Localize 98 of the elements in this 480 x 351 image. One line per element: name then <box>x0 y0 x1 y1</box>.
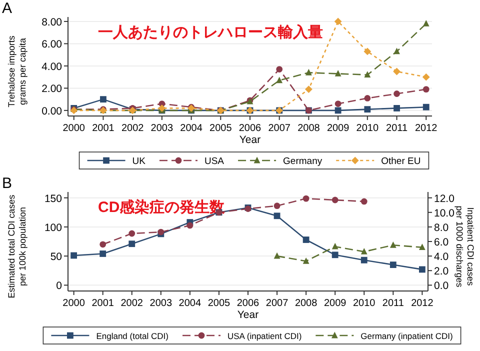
x-tick-label: 2006 <box>236 298 260 309</box>
y2-tick-label: 2.0 <box>434 266 449 278</box>
point <box>276 76 283 84</box>
point <box>100 96 106 103</box>
point <box>334 18 342 26</box>
point <box>418 244 426 250</box>
point <box>274 212 280 220</box>
point <box>186 222 194 229</box>
x-tick-label: 2004 <box>178 298 202 309</box>
point <box>305 86 312 94</box>
point <box>332 252 338 258</box>
point <box>364 106 371 113</box>
point <box>274 202 280 210</box>
point <box>364 71 371 78</box>
y-axis-title: Estimated total CDI cases per 100k population <box>6 194 28 298</box>
point <box>70 252 78 259</box>
x-tick-label: 2000 <box>62 298 86 309</box>
point <box>360 248 368 254</box>
x-axis-title: Year <box>237 309 260 321</box>
legend-label: USA <box>204 156 225 167</box>
y-axis-title: Trehalose imports grams per capita <box>6 35 28 108</box>
point <box>302 195 310 202</box>
x-tick-label: 2002 <box>121 123 144 134</box>
x-tick-label: 2008 <box>294 298 318 309</box>
y2-tick-label: 0.0 <box>434 280 449 292</box>
point <box>422 73 430 81</box>
legend-label: Germany <box>283 156 322 167</box>
point <box>360 256 368 264</box>
x-tick-label: 2012 <box>415 123 438 134</box>
point <box>306 68 312 76</box>
x-tick-label: 2010 <box>356 123 379 134</box>
y-tick-label: 0 <box>56 280 62 292</box>
legend-label: Other EU <box>381 156 421 167</box>
y-tick-label: 50 <box>50 251 62 264</box>
point <box>128 230 136 237</box>
x-tick-label: 2005 <box>208 298 231 309</box>
text: B <box>2 175 12 192</box>
text: A <box>2 0 12 17</box>
x-tick-label: 2007 <box>266 298 289 309</box>
legend-label: UK <box>132 156 146 167</box>
point <box>332 242 338 250</box>
point <box>100 241 106 248</box>
point <box>394 105 400 112</box>
point <box>422 104 430 110</box>
x-tick-label: 2009 <box>326 123 350 134</box>
point <box>360 198 368 205</box>
y2-tick-label: 4.0 <box>434 251 449 264</box>
point <box>302 257 310 264</box>
y2-axis-title: Inpatient CDI cases per 1000 discharges <box>454 206 476 288</box>
legend-label: USA (inpatient CDI) <box>228 331 302 341</box>
y2-tick-label: 12.0 <box>434 192 455 205</box>
x-tick-label: 2006 <box>238 123 262 134</box>
x-tick-label: 2003 <box>150 123 174 134</box>
legend-label: England (total CDI) <box>96 331 169 341</box>
y-tick-label: 150 <box>44 192 62 205</box>
x-axis-title: Year <box>239 134 262 146</box>
x-tick-label: 2005 <box>210 123 232 134</box>
x-tick-label: 2007 <box>268 123 291 134</box>
point <box>364 95 371 102</box>
y2-tick-label: 8.0 <box>434 222 449 234</box>
y-tick-label: 4.00 <box>42 60 62 73</box>
point <box>302 236 310 243</box>
x-tick-label: 2001 <box>92 298 114 309</box>
x-tick-label: 2009 <box>324 298 347 309</box>
x-tick-label: 2003 <box>150 298 172 309</box>
y2-tick-label: 6.0 <box>434 236 449 248</box>
y-tick-label: 0.00 <box>42 105 62 118</box>
x-tick-label: 2010 <box>353 298 376 309</box>
y2-tick-label: 10.0 <box>434 207 455 220</box>
point <box>276 66 283 72</box>
point <box>390 262 396 268</box>
x-tick-label: 2011 <box>382 298 404 309</box>
point <box>332 196 338 204</box>
x-tick-label: 2008 <box>298 123 320 134</box>
y-tick-label: 6.00 <box>42 38 62 51</box>
point <box>422 20 430 26</box>
x-tick-label: 2004 <box>180 123 203 134</box>
point <box>334 70 342 76</box>
point <box>394 90 400 97</box>
point <box>334 107 342 114</box>
x-tick-label: 2011 <box>386 123 408 134</box>
point <box>274 252 280 259</box>
x-tick-label: 2001 <box>92 123 115 134</box>
text: 一人あたりのトレハロース輸入量 <box>98 24 323 41</box>
point <box>422 86 430 93</box>
point <box>390 241 396 248</box>
y-tick-label: 100 <box>44 222 62 234</box>
x-tick-label: 2000 <box>62 123 86 134</box>
y-tick-label: 8.00 <box>42 16 62 28</box>
x-tick-label: 2002 <box>120 298 144 309</box>
point <box>334 100 342 107</box>
legend-label: Germany (inpatient CDI) <box>360 331 453 341</box>
point <box>128 240 136 248</box>
point <box>100 250 106 257</box>
point <box>364 48 372 56</box>
point <box>418 266 426 273</box>
x-tick-label: 2012 <box>411 298 434 309</box>
y-tick-label: 2.00 <box>42 83 62 96</box>
